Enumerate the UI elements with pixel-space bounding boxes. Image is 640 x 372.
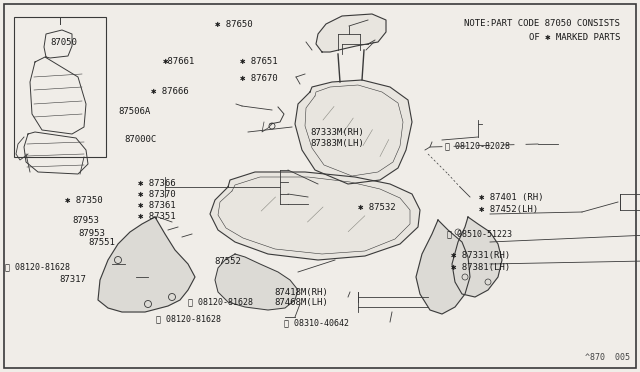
Text: ✱ 87361: ✱ 87361: [138, 201, 176, 210]
Text: ✱ 87381(LH): ✱ 87381(LH): [451, 263, 510, 272]
Text: ✱ 87532: ✱ 87532: [358, 203, 396, 212]
Text: ✱ 87651: ✱ 87651: [240, 57, 278, 66]
Text: ✱ 87452(LH): ✱ 87452(LH): [479, 205, 538, 214]
Text: Ⓢ 08510-51223: Ⓢ 08510-51223: [447, 229, 512, 238]
Text: ✱ 87650: ✱ 87650: [215, 20, 252, 29]
Text: 87000C: 87000C: [125, 135, 157, 144]
Polygon shape: [98, 217, 195, 312]
Text: ✱ 87350: ✱ 87350: [65, 196, 102, 205]
Text: ✱87661: ✱87661: [163, 57, 195, 66]
Polygon shape: [316, 14, 386, 52]
Polygon shape: [295, 80, 412, 184]
Text: 87050: 87050: [51, 38, 77, 47]
Text: 87317: 87317: [60, 275, 86, 284]
Text: Ⓑ 08120-81628: Ⓑ 08120-81628: [5, 263, 70, 272]
Text: 87333M(RH): 87333M(RH): [310, 128, 364, 137]
Text: ✱ 87670: ✱ 87670: [240, 74, 278, 83]
Text: 87551: 87551: [88, 238, 115, 247]
Polygon shape: [452, 217, 502, 297]
Bar: [14, 17, 106, 157]
Text: Ⓢ 08310-40642: Ⓢ 08310-40642: [284, 318, 349, 327]
Text: 87552: 87552: [214, 257, 241, 266]
Polygon shape: [210, 172, 420, 260]
Text: 87953: 87953: [79, 229, 106, 238]
Text: ✱ 87370: ✱ 87370: [138, 190, 176, 199]
Text: 87383M(LH): 87383M(LH): [310, 139, 364, 148]
Text: Ⓑ 08120-81628: Ⓑ 08120-81628: [156, 315, 221, 324]
Text: ✱ 87666: ✱ 87666: [151, 87, 189, 96]
Text: ✱ 87401 (RH): ✱ 87401 (RH): [479, 193, 543, 202]
Text: Ⓑ 08120-81628: Ⓑ 08120-81628: [188, 298, 253, 307]
Text: 87418M(RH): 87418M(RH): [274, 288, 328, 296]
Text: NOTE:PART CODE 87050 CONSISTS: NOTE:PART CODE 87050 CONSISTS: [464, 19, 620, 29]
Text: 87468M(LH): 87468M(LH): [274, 298, 328, 307]
Polygon shape: [416, 220, 470, 314]
Text: 87506A: 87506A: [118, 107, 150, 116]
Text: ✱ 87331(RH): ✱ 87331(RH): [451, 251, 510, 260]
Text: OF ✱ MARKED PARTS: OF ✱ MARKED PARTS: [529, 33, 620, 42]
Text: ^870  005: ^870 005: [585, 353, 630, 362]
Text: ✱ 87366: ✱ 87366: [138, 179, 176, 187]
Polygon shape: [215, 254, 298, 310]
Text: Ⓑ 08120-82028: Ⓑ 08120-82028: [445, 141, 510, 150]
Text: ✱ 87351: ✱ 87351: [138, 212, 176, 221]
Text: 87953: 87953: [72, 216, 99, 225]
